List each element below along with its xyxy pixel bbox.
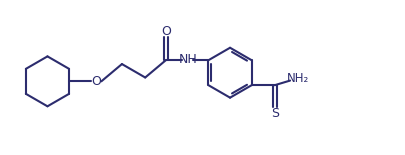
Text: O: O (91, 75, 101, 88)
Text: NH₂: NH₂ (286, 72, 309, 85)
Text: NH: NH (179, 53, 197, 66)
Text: O: O (160, 25, 171, 38)
Text: S: S (270, 107, 278, 120)
